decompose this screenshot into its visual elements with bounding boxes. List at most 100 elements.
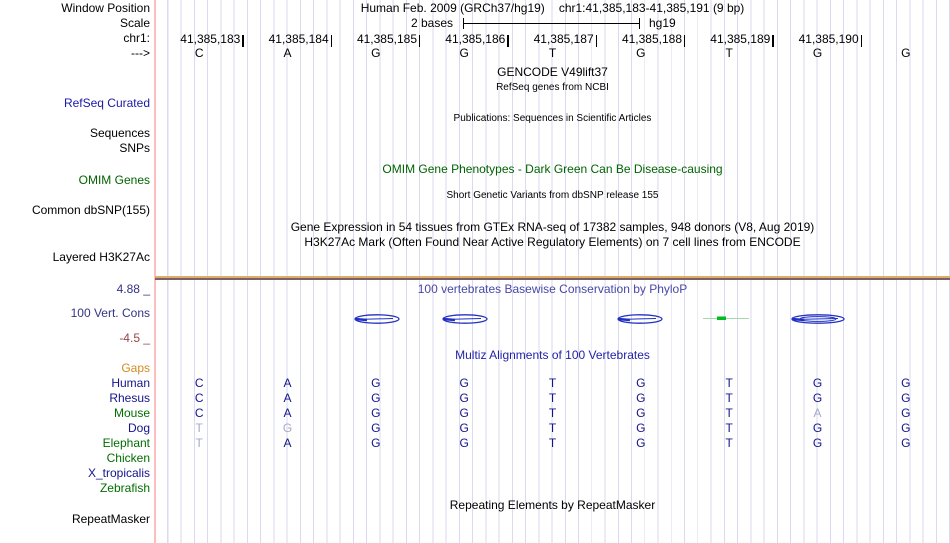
coordinate-tick <box>507 35 509 47</box>
alignment-base-letter: G <box>371 391 381 405</box>
reference-base-letter: T <box>548 46 557 60</box>
species-label-zebrafish[interactable]: Zebrafish <box>99 481 150 495</box>
alignment-base-letter: G <box>371 376 381 390</box>
track-label-refseq-curated[interactable]: RefSeq Curated <box>63 96 150 110</box>
coordinate-tick <box>772 35 774 47</box>
alignment-base-letter: T <box>548 376 557 390</box>
coordinate-tick <box>684 35 686 47</box>
species-label-rhesus[interactable]: Rhesus <box>109 391 150 405</box>
conservation-oval-icon <box>791 314 845 324</box>
alignment-base-letter: T <box>548 391 557 405</box>
conservation-oval-icon <box>617 314 663 324</box>
alignment-base-letter: T <box>548 421 557 435</box>
alignment-base-letter: T <box>548 436 557 450</box>
conservation-oval-icon <box>442 314 488 324</box>
track-label-omim-genes[interactable]: OMIM Genes <box>78 173 150 187</box>
coordinate-tick <box>419 35 421 47</box>
alignment-base-letter: G <box>636 406 646 420</box>
alignment-base-letter: G <box>812 391 823 405</box>
coordinate-label: 41,385,187 <box>533 32 594 46</box>
track-title-conservation[interactable]: 100 vertebrates Basewise Conservation by… <box>417 282 688 296</box>
alignment-base-letter: G <box>901 421 911 435</box>
species-label-human[interactable]: Human <box>111 376 150 390</box>
alignment-base-letter: G <box>636 391 646 405</box>
track-separator-line <box>155 276 950 280</box>
alignment-base-letter: G <box>812 421 823 435</box>
alignment-base-letter: A <box>813 406 822 420</box>
alignment-base-letter: T <box>725 376 733 390</box>
species-label-dog[interactable]: Dog <box>127 421 150 435</box>
reference-base-letter: G <box>901 46 911 60</box>
reference-base-letter: G <box>636 46 646 60</box>
reference-base-letter: A <box>283 46 292 60</box>
alignment-base-letter: C <box>194 391 204 405</box>
species-label-x_tropicalis[interactable]: X_tropicalis <box>87 466 150 480</box>
alignment-base-letter: T <box>725 391 733 405</box>
window-position-row-label: Window Position <box>61 1 150 15</box>
scale-bar-left-tick <box>463 18 465 29</box>
alignment-base-letter: G <box>371 436 381 450</box>
track-title-multiz[interactable]: Multiz Alignments of 100 Vertebrates <box>455 348 650 362</box>
alignment-base-letter: G <box>459 406 469 420</box>
alignment-base-letter: A <box>283 436 292 450</box>
track-label-common-dbsnp[interactable]: Common dbSNP(155) <box>31 203 150 217</box>
multiz-gaps-row-label[interactable]: Gaps <box>121 361 150 375</box>
species-label-elephant[interactable]: Elephant <box>102 436 150 450</box>
track-label-repeatmasker[interactable]: RepeatMasker <box>71 512 150 526</box>
track-title-repeatmasker[interactable]: Repeating Elements by RepeatMasker <box>449 498 656 512</box>
track-title-refseq-ncbi[interactable]: RefSeq genes from NCBI <box>496 82 609 93</box>
conservation-green-tick-icon <box>717 316 726 320</box>
scale-bar <box>463 23 640 25</box>
window-position-header: Human Feb. 2009 (GRCh37/hg19) chr1:41,38… <box>155 2 950 15</box>
track-title-h3k27ac[interactable]: H3K27Ac Mark (Often Found Near Active Re… <box>304 235 801 249</box>
strand-direction-label: ---> <box>131 46 150 60</box>
coordinate-label: 41,385,189 <box>710 32 771 46</box>
reference-base-letter: G <box>812 46 823 60</box>
coordinate-label: 41,385,186 <box>445 32 506 46</box>
coordinate-tick <box>242 35 244 47</box>
alignment-base-letter: G <box>282 421 293 435</box>
alignment-base-letter: T <box>725 436 733 450</box>
scale-bar-right-tick <box>639 18 641 29</box>
alignment-base-letter: G <box>636 376 646 390</box>
alignment-base-letter: G <box>459 376 469 390</box>
track-title-omim[interactable]: OMIM Gene Phenotypes - Dark Green Can Be… <box>382 162 723 176</box>
alignment-base-letter: G <box>812 436 823 450</box>
scale-genome-label: hg19 <box>649 16 676 30</box>
label-area-boundary-line <box>154 0 156 543</box>
species-label-mouse[interactable]: Mouse <box>113 406 150 420</box>
track-title-publications[interactable]: Publications: Sequences in Scientific Ar… <box>453 113 652 124</box>
alignment-base-letter: G <box>812 376 823 390</box>
alignment-base-letter: G <box>901 436 911 450</box>
track-title-dbsnp[interactable]: Short Genetic Variants from dbSNP releas… <box>446 190 659 201</box>
track-label-100-vert-cons[interactable]: 100 Vert. Cons <box>70 306 150 320</box>
alignment-base-letter: T <box>725 406 733 420</box>
alignment-base-letter: C <box>194 376 204 390</box>
conservation-axis-max-label: 4.88 _ <box>116 282 150 296</box>
conservation-glyphs <box>354 314 845 324</box>
alignment-base-letter: A <box>283 406 292 420</box>
track-title-gencode[interactable]: GENCODE V49lift37 <box>497 65 608 79</box>
conservation-axis-min-label: -4.5 _ <box>119 331 150 345</box>
chromosome-row-label: chr1: <box>123 31 150 45</box>
track-label-snps[interactable]: SNPs <box>119 141 150 155</box>
alignment-base-letter: G <box>459 421 469 435</box>
track-label-sequences[interactable]: Sequences <box>89 126 150 140</box>
coordinate-label: 41,385,188 <box>621 32 682 46</box>
alignment-base-letter: G <box>901 406 911 420</box>
reference-base-letter: G <box>459 46 469 60</box>
track-label-layered-h3k27ac[interactable]: Layered H3K27Ac <box>52 250 150 264</box>
alignment-base-letter: T <box>195 421 203 435</box>
reference-base-letter: C <box>194 46 204 60</box>
alignment-base-letter: G <box>901 376 911 390</box>
species-label-chicken[interactable]: Chicken <box>106 451 150 465</box>
alignment-base-letter: A <box>283 391 292 405</box>
track-title-gtex[interactable]: Gene Expression in 54 tissues from GTEx … <box>290 220 815 234</box>
scale-value-label: 2 bases <box>410 16 453 30</box>
alignment-base-letter: T <box>195 436 203 450</box>
coordinate-tick <box>330 35 333 47</box>
alignment-base-letter: G <box>901 391 911 405</box>
alignment-base-letter: A <box>283 376 292 390</box>
alignment-base-letter: G <box>636 436 646 450</box>
